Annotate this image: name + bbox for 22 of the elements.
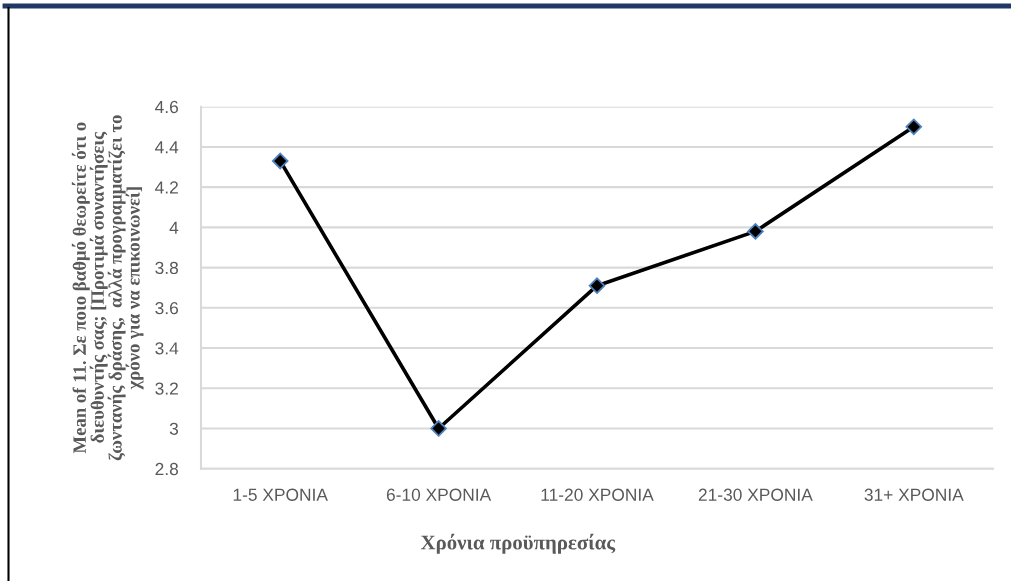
point <box>747 223 764 240</box>
y-tick-label: 4.6 <box>155 100 179 114</box>
y-tick-label: 3.6 <box>155 301 179 315</box>
x-tick-label: 21-30 XPONIA <box>698 488 813 501</box>
y-tick-label: 3 <box>169 422 179 435</box>
point <box>588 277 606 294</box>
y-tick-label: 4.4 <box>155 141 179 154</box>
y-tick-label: 3.2 <box>155 382 178 395</box>
y-tick-label: 4 <box>169 221 179 234</box>
y-axis-title: Mean of 11. Σε ποιο βαθμό θεωρείτε ότι ο διευθυντής σας; [Προτιμά συναντήσεις ζωντανής δράσης, αλλά προγραμματίζει το χρόνο για να επικοινωνεί] <box>71 115 144 461</box>
y-tick-label: 3.8 <box>155 261 179 275</box>
x-tick-label: 1-5 XPONIA <box>233 488 328 501</box>
y-tick-label: 3.4 <box>155 342 179 355</box>
point <box>271 152 289 170</box>
x-axis-title: Χρόνια προϋπηρεσίας <box>420 533 616 554</box>
point <box>430 420 447 437</box>
x-tick-label: 31+ XPONIA <box>864 488 964 501</box>
x-tick-label: 6-10 XPONIA <box>386 488 492 501</box>
y-tick-label: 2.8 <box>155 462 179 476</box>
y-tick-label: 4.2 <box>155 181 178 194</box>
point <box>905 118 923 136</box>
x-tick-label: 11-20 XPONIA <box>541 488 654 501</box>
